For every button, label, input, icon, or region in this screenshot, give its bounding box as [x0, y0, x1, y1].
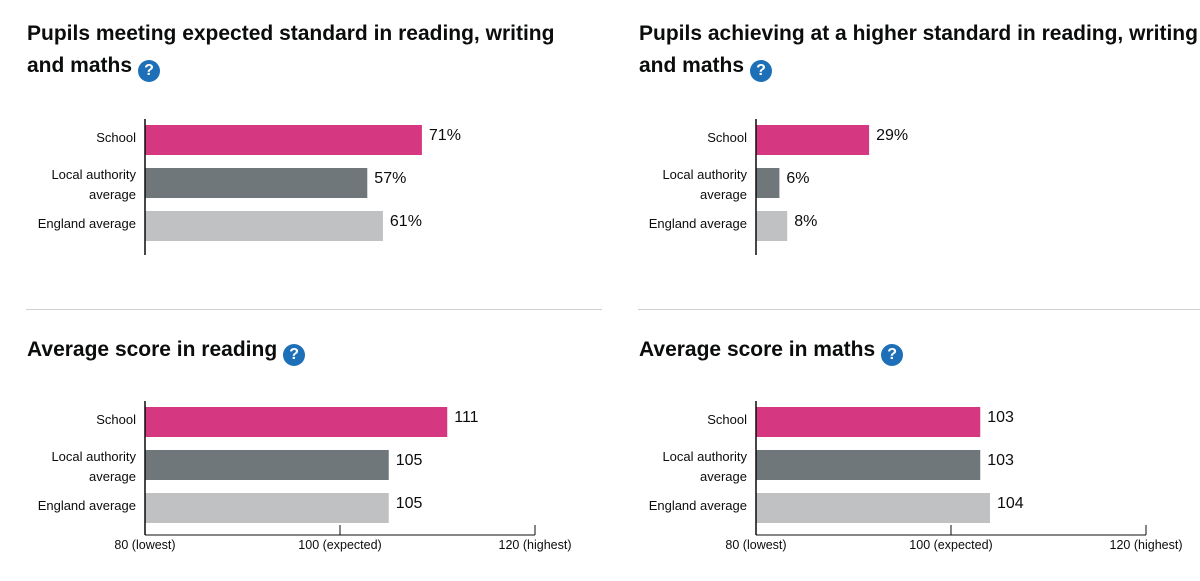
category-label: average	[700, 469, 747, 484]
chart-title: Average score in maths?	[639, 334, 1199, 366]
category-label: School	[96, 130, 136, 145]
category-label: Local authority	[662, 167, 747, 182]
category-label: School	[707, 412, 747, 427]
category-label: England average	[38, 498, 136, 513]
chart-title: Pupils achieving at a higher standard in…	[639, 18, 1200, 82]
bar	[756, 407, 981, 437]
help-icon[interactable]: ?	[881, 344, 904, 366]
help-icon[interactable]: ?	[283, 344, 306, 366]
x-tick-label: 120 (highest)	[499, 538, 572, 552]
bar	[145, 211, 383, 241]
bar	[145, 168, 368, 198]
section-divider	[638, 309, 1200, 310]
x-tick-label: 120 (highest)	[1110, 538, 1183, 552]
category-label: England average	[38, 216, 136, 231]
data-label: 57%	[374, 170, 406, 187]
help-icon[interactable]: ?	[138, 60, 161, 82]
bar	[756, 125, 870, 155]
x-tick-label: 100 (expected)	[298, 538, 381, 552]
data-label: 29%	[876, 127, 908, 144]
data-label: 104	[997, 495, 1024, 512]
data-label: 8%	[794, 213, 817, 230]
bar-chart: 103 School 103 Local authority average 104 Eng…	[649, 401, 1183, 552]
category-label: average	[89, 187, 136, 202]
data-label: 61%	[390, 213, 422, 230]
category-label: average	[700, 187, 747, 202]
bar	[756, 168, 780, 198]
category-label: Local authority	[662, 449, 747, 464]
chart-panel-higher-standard: Pupils achieving at a higher standard in…	[612, 0, 1200, 310]
chart-panel-reading-score: Average score in reading? 111 School 105 Lo…	[0, 310, 600, 581]
category-label: Local authority	[51, 167, 136, 182]
bar	[145, 125, 422, 155]
chart-title: Average score in reading?	[27, 334, 587, 366]
bar	[756, 450, 981, 480]
data-label: 71%	[429, 127, 461, 144]
category-label: Local authority	[51, 449, 136, 464]
data-label: 103	[987, 452, 1014, 469]
chart-title: Pupils meeting expected standard in read…	[27, 18, 597, 82]
help-icon[interactable]: ?	[750, 60, 773, 82]
category-label: School	[96, 412, 136, 427]
chart-panel-maths-score: Average score in maths? 103 School 103 Loca…	[612, 310, 1200, 581]
chart-panel-expected-standard: Pupils meeting expected standard in read…	[0, 0, 600, 310]
bar	[145, 450, 389, 480]
data-label: 6%	[786, 170, 809, 187]
bar	[145, 407, 448, 437]
category-label: England average	[649, 498, 747, 513]
data-label: 111	[454, 409, 478, 426]
bar-chart: 111 School 105 Local authority average 105 Eng…	[38, 401, 572, 552]
x-tick-label: 100 (expected)	[909, 538, 992, 552]
category-label: average	[89, 469, 136, 484]
bar	[756, 493, 990, 523]
data-label: 103	[987, 409, 1014, 426]
data-label: 105	[396, 495, 423, 512]
data-label: 105	[396, 452, 423, 469]
bar	[756, 211, 788, 241]
section-divider	[26, 309, 602, 310]
x-tick-label: 80 (lowest)	[114, 538, 175, 552]
bar-chart: 71% School 57% Local authority average 61% Eng…	[38, 119, 461, 255]
category-label: England average	[649, 216, 747, 231]
bar-chart: 29% School 6% Local authority average 8% Engla…	[649, 119, 908, 255]
bar	[145, 493, 389, 523]
x-tick-label: 80 (lowest)	[725, 538, 786, 552]
category-label: School	[707, 130, 747, 145]
